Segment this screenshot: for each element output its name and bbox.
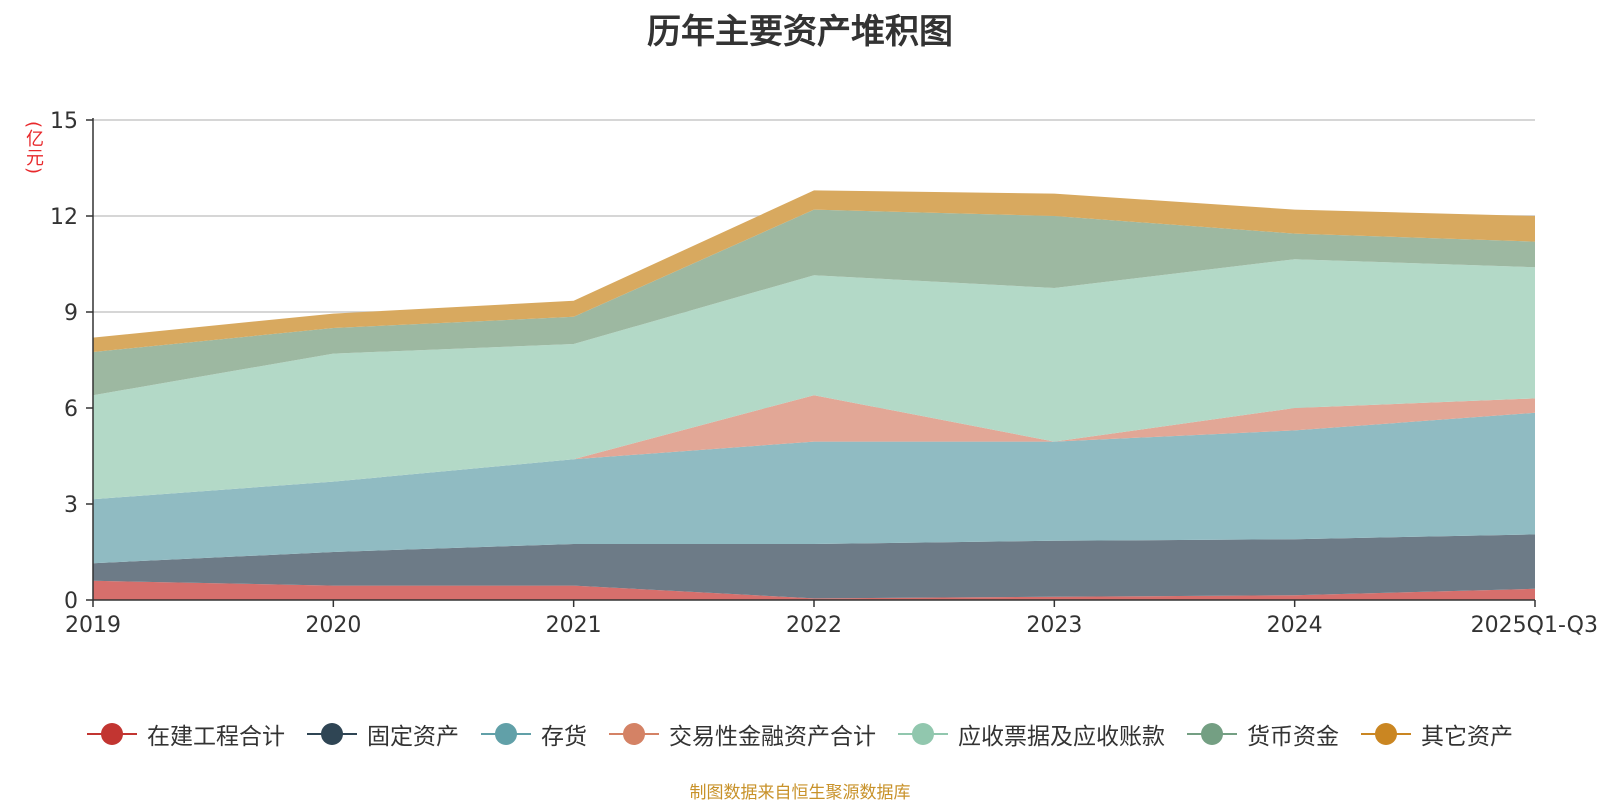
legend-label: 存货 — [541, 724, 587, 750]
legend-label: 应收票据及应收账款 — [958, 724, 1165, 750]
area-存货 — [93, 412, 1535, 564]
x-tick-label-2022: 2022 — [786, 613, 842, 638]
axes — [86, 118, 1536, 607]
x-tick-label-2020: 2020 — [305, 613, 361, 638]
y-tick-label-0: 0 — [64, 589, 78, 614]
x-tick-label-2019: 2019 — [65, 613, 121, 638]
chart-title: 历年主要资产堆积图 — [647, 12, 953, 52]
y-tick-label-3: 3 — [64, 493, 78, 518]
legend-label: 交易性金融资产合计 — [669, 724, 876, 750]
legend-item-在建工程合计[interactable]: 在建工程合计 — [87, 717, 285, 751]
y-tick-label-6: 6 — [64, 397, 78, 422]
y-tick-label-12: 12 — [50, 205, 78, 230]
legend-marker-icon — [1187, 722, 1237, 746]
legend-item-固定资产[interactable]: 固定资产 — [307, 717, 459, 751]
y-tick-label-9: 9 — [64, 301, 78, 326]
legend-marker-icon — [898, 722, 948, 746]
x-tick-label-2021: 2021 — [546, 613, 602, 638]
legend-label: 在建工程合计 — [147, 724, 285, 750]
legend-item-其它资产[interactable]: 其它资产 — [1361, 717, 1513, 751]
legend-item-交易性金融资产合计[interactable]: 交易性金融资产合计 — [609, 717, 876, 751]
legend-item-存货[interactable]: 存货 — [481, 717, 587, 751]
legend-item-应收票据及应收账款[interactable]: 应收票据及应收账款 — [898, 717, 1165, 751]
legend-item-货币资金[interactable]: 货币资金 — [1187, 717, 1339, 751]
y-tick-labels: 0 3 6 9 12 15 — [50, 109, 78, 614]
area-其它资产 — [93, 190, 1535, 352]
area-交易性金融资产合计 — [93, 395, 1535, 500]
legend-marker-icon — [1361, 722, 1411, 746]
legend-label: 其它资产 — [1421, 724, 1513, 750]
x-tick-label-2025Q1-Q3: 2025Q1-Q3 — [1471, 613, 1598, 638]
area-应收票据及应收账款 — [93, 259, 1535, 500]
legend: 在建工程合计 固定资产 存货 交易性金融资产合计 应收票据及应收账款 货币资金 其它资产 — [0, 716, 1600, 752]
x-tick-labels: 2019 2020 2021 2022 2023 2024 2025Q1-Q3 — [65, 613, 1598, 638]
area-series-group — [93, 190, 1535, 600]
legend-marker-icon — [609, 722, 659, 746]
legend-label: 固定资产 — [367, 724, 459, 750]
area-固定资产 — [93, 534, 1535, 599]
x-tick-label-2023: 2023 — [1026, 613, 1082, 638]
source-note: 制图数据来自恒生聚源数据库 — [689, 783, 911, 803]
legend-marker-icon — [87, 722, 137, 746]
y-axis-unit-label: (亿元) — [23, 121, 44, 176]
legend-marker-icon — [481, 722, 531, 746]
legend-label: 货币资金 — [1247, 724, 1339, 750]
legend-marker-icon — [307, 722, 357, 746]
y-tick-label-15: 15 — [50, 109, 78, 134]
x-tick-label-2024: 2024 — [1267, 613, 1323, 638]
area-货币资金 — [93, 209, 1535, 396]
